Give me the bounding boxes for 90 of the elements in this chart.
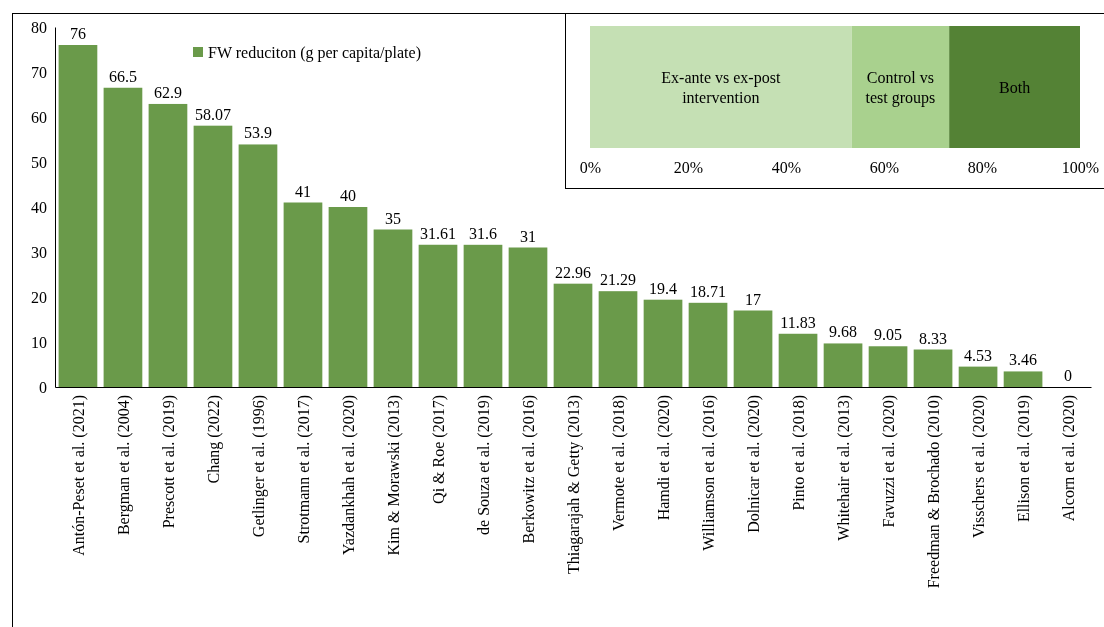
data-label: 31.61 (419, 224, 456, 242)
x-tick-label: Alcorn et al. (2020) (1059, 395, 1078, 522)
y-tick-label: 60 (31, 108, 47, 126)
bar (643, 299, 683, 387)
bar (823, 343, 863, 387)
data-label: 58.07 (194, 105, 231, 123)
x-tick-label: Vermote et al. (2018) (609, 395, 628, 531)
bar (148, 103, 188, 387)
data-label: 9.68 (829, 323, 858, 341)
x-tick-label: 20% (673, 159, 704, 177)
data-label: 21.29 (600, 271, 636, 289)
x-tick-label: Antón-Peset et al. (2021) (69, 395, 88, 556)
x-tick-label: Favuzzi et al. (2020) (879, 395, 898, 528)
y-tick-label: 70 (31, 63, 47, 81)
bar (508, 247, 548, 387)
x-tick-label: Strotmann et al. (2017) (294, 395, 313, 544)
x-tick-label: Whitehair et al. (2013) (834, 395, 853, 541)
bar (958, 366, 998, 387)
bar (868, 346, 908, 387)
bar (590, 26, 852, 148)
data-label: 8.33 (919, 329, 948, 347)
x-tick-label: 0% (579, 159, 602, 177)
bar (688, 302, 728, 387)
x-tick-label: Dolnicar et al. (2020) (744, 395, 763, 533)
data-label: 22.96 (555, 263, 591, 281)
x-tick-label: Kim & Morawski (2013) (384, 395, 403, 556)
data-label: 3.46 (1009, 351, 1038, 369)
series-label: Both (999, 78, 1031, 96)
x-tick-label: 100% (1061, 159, 1100, 177)
x-tick-label: 60% (869, 159, 900, 177)
x-tick-label: Hamdi et al. (2020) (654, 395, 673, 521)
x-tick-label: Getlinger et al. (1996) (249, 395, 268, 538)
data-label: 76 (69, 25, 86, 42)
y-tick-label: 10 (31, 333, 47, 351)
bar (598, 291, 638, 387)
bar (913, 349, 953, 387)
y-tick-label: 80 (31, 18, 47, 36)
y-tick-label: 30 (31, 243, 47, 261)
x-tick-label: Thiagarajah & Getty (2013) (564, 395, 583, 575)
legend-label: FW reduciton (g per capita/plate) (208, 43, 421, 62)
x-tick-label: Chang (2022) (204, 395, 223, 484)
y-tick-label: 0 (39, 378, 47, 396)
x-tick-label: Visschers et al. (2020) (969, 395, 988, 538)
bar (418, 244, 458, 387)
x-tick-label: 80% (967, 159, 998, 177)
bar (103, 87, 143, 387)
x-tick-label: Berkowitz et al. (2016) (519, 395, 538, 544)
x-tick-label: Bergman et al. (2004) (114, 395, 133, 536)
data-label: 40 (339, 187, 356, 204)
x-tick-label: 40% (771, 159, 802, 177)
data-label: 66.5 (108, 67, 137, 85)
bar (238, 144, 278, 387)
data-label: 62.9 (153, 83, 182, 101)
data-label: 9.05 (874, 326, 903, 344)
bar (553, 283, 593, 387)
bar (58, 45, 98, 387)
bar (778, 333, 818, 387)
bar (949, 26, 1080, 148)
x-tick-label: Freedman & Brochado (2010) (924, 395, 943, 589)
y-tick-label: 20 (31, 288, 47, 306)
y-tick-label: 50 (31, 153, 47, 171)
bar (463, 244, 503, 387)
x-tick-label: Qi & Roe (2017) (429, 395, 448, 504)
data-label: 31 (520, 227, 536, 245)
bar (328, 207, 368, 387)
data-label: 31.6 (468, 224, 497, 242)
x-tick-label: Prescott et al. (2019) (159, 395, 178, 529)
x-tick-label: Yazdankhah et al. (2020) (339, 395, 358, 556)
bar (373, 229, 413, 387)
data-label: 17 (745, 290, 762, 308)
series-label: Ex-ante vs ex-post intervention (661, 68, 781, 106)
data-label: 19.4 (649, 279, 678, 297)
data-label: 11.83 (780, 313, 816, 331)
y-tick-label: 40 (31, 198, 47, 216)
bar (283, 202, 323, 387)
x-tick-label: Pinto et al. (2018) (789, 395, 808, 511)
x-tick-label: de Souza et al. (2019) (474, 395, 493, 535)
data-label: 0 (1064, 367, 1073, 384)
x-tick-label: Williamson et al. (2016) (699, 395, 718, 551)
data-label: 4.53 (964, 346, 993, 364)
bar (1003, 371, 1043, 387)
bar (851, 26, 950, 148)
data-label: 35 (384, 209, 401, 227)
bar (733, 310, 773, 387)
x-tick-label: Ellison et al. (2019) (1014, 395, 1033, 523)
bar (193, 125, 233, 387)
data-label: 53.9 (243, 124, 272, 142)
data-label: 18.71 (690, 282, 727, 300)
series-label: Control vs test groups (865, 68, 936, 107)
data-label: 41 (294, 182, 311, 200)
